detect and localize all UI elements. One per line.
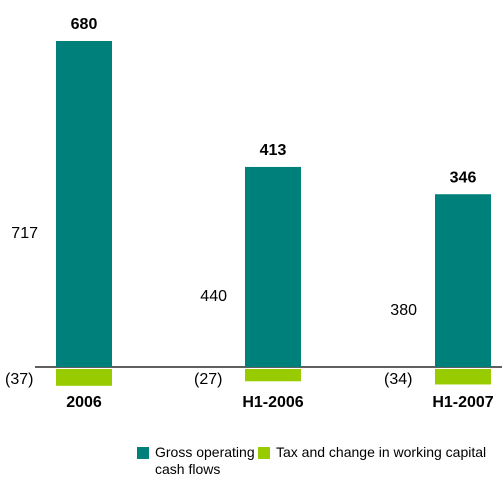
legend-label: Gross operating cash flows <box>155 444 255 477</box>
bar <box>245 369 301 382</box>
bar <box>435 194 491 367</box>
value-label: (34) <box>384 371 412 388</box>
bar <box>56 41 112 367</box>
category-label: 2006 <box>66 394 102 411</box>
total-label: 413 <box>260 142 287 159</box>
legend-label: Tax and change in working capital <box>276 444 487 460</box>
category-label: H1-2006 <box>242 394 303 411</box>
value-label: 717 <box>11 225 38 242</box>
category-label: H1-2007 <box>432 394 493 411</box>
value-label: (37) <box>5 371 33 388</box>
total-label: 346 <box>450 169 477 186</box>
bar <box>435 369 491 385</box>
legend-swatch <box>137 447 149 459</box>
value-label: 380 <box>390 302 417 319</box>
bar <box>56 369 112 386</box>
legend-swatch <box>258 447 270 459</box>
value-label: (27) <box>194 371 222 388</box>
value-label: 440 <box>200 288 227 305</box>
bar <box>245 166 301 367</box>
total-label: 680 <box>71 16 98 33</box>
